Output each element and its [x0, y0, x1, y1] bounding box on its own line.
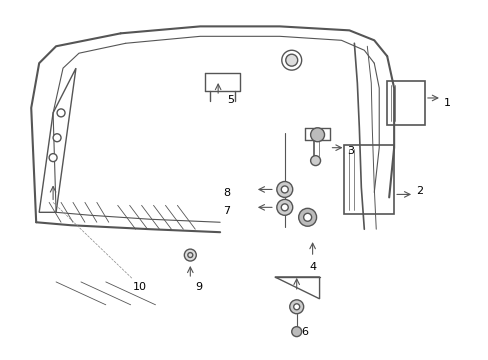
Circle shape — [310, 128, 324, 142]
Circle shape — [285, 54, 297, 66]
Text: 7: 7 — [223, 206, 230, 216]
Text: 1: 1 — [443, 98, 450, 108]
Text: 5: 5 — [226, 95, 234, 105]
Circle shape — [49, 154, 57, 162]
Circle shape — [310, 156, 320, 166]
Circle shape — [281, 204, 287, 211]
Text: 8: 8 — [223, 188, 230, 198]
Circle shape — [293, 304, 299, 310]
Text: 3: 3 — [346, 146, 354, 156]
Circle shape — [276, 199, 292, 215]
Circle shape — [281, 186, 287, 193]
Text: 4: 4 — [309, 262, 316, 272]
Circle shape — [53, 134, 61, 142]
Circle shape — [303, 213, 311, 221]
Circle shape — [184, 249, 196, 261]
Circle shape — [289, 300, 303, 314]
Circle shape — [57, 109, 65, 117]
Text: 9: 9 — [195, 282, 202, 292]
Circle shape — [291, 327, 301, 337]
Text: 10: 10 — [132, 282, 146, 292]
Circle shape — [298, 208, 316, 226]
Text: 2: 2 — [415, 186, 422, 197]
Text: 6: 6 — [301, 327, 308, 337]
Circle shape — [276, 181, 292, 197]
